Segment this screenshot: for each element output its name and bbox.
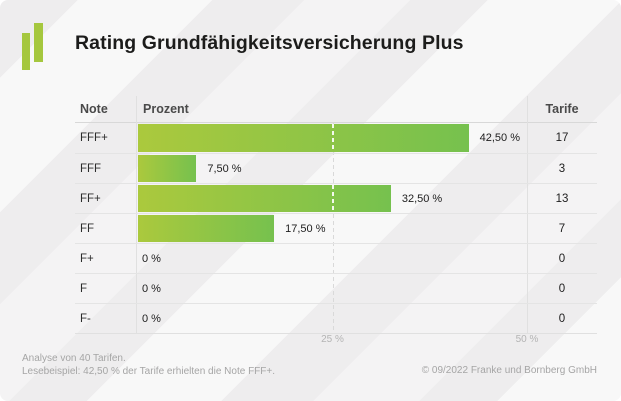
table-header-row: Note Prozent Tarife xyxy=(75,96,597,123)
bar-cell: 17,50 % xyxy=(136,214,527,243)
page-title: Rating Grundfähigkeitsversicherung Plus xyxy=(75,32,464,54)
percent-bar xyxy=(138,185,391,212)
note-label: FFF xyxy=(80,162,102,175)
percent-value-label: 7,50 % xyxy=(207,162,242,175)
column-header-tarife: Tarife xyxy=(545,102,579,116)
table-row-FF: FF 17,50 % 7 xyxy=(75,213,597,243)
percent-value-label: 32,50 % xyxy=(401,192,443,205)
bar-cell: 42,50 % xyxy=(136,123,527,153)
tarife-count: 13 xyxy=(555,192,569,205)
column-header-note: Note xyxy=(80,102,108,116)
franke-und-bornberg-logo-icon xyxy=(22,23,46,71)
logo-bar-icon xyxy=(22,33,30,70)
column-divider-note xyxy=(136,96,137,333)
rating-table: Note Prozent Tarife FFF+ 42,50 % 17 FFF 7,50… xyxy=(75,96,597,334)
footnote-line-2: Lesebeispiel: 42,50 % der Tarife erhielt… xyxy=(22,365,276,377)
bar-cell: 0 % xyxy=(136,244,527,273)
footnote: Analyse von 40 Tarifen. Lesebeispiel: 42… xyxy=(22,353,275,378)
logo-bar-icon xyxy=(34,23,43,62)
tarife-count: 0 xyxy=(558,282,566,295)
percent-bar xyxy=(138,155,197,182)
table-row-F+: F+ 0 % 0 xyxy=(75,243,597,273)
column-divider-tarife xyxy=(527,96,528,333)
note-label: F xyxy=(80,282,88,295)
percent-value-label: 0 % xyxy=(142,282,161,295)
tarife-count: 7 xyxy=(558,222,566,235)
footnote-line-1: Analyse von 40 Tarifen. xyxy=(22,353,126,364)
note-label: F- xyxy=(80,312,91,325)
x-axis: 25 % 50 % xyxy=(0,334,621,348)
bar-cell: 32,50 % xyxy=(136,184,527,213)
x-axis-tick-50: 50 % xyxy=(515,334,539,345)
tarife-count: 3 xyxy=(558,162,566,175)
note-label: FFF+ xyxy=(80,132,108,144)
percent-bar xyxy=(138,124,469,152)
table-body: FFF+ 42,50 % 17 FFF 7,50 % 3 FF+ 32,50 % 13 FF 17,… xyxy=(75,123,597,334)
gridline-25-percent-dashed-overlay xyxy=(331,185,334,212)
table-row-F: F 0 % 0 xyxy=(75,273,597,303)
column-header-prozent: Prozent xyxy=(143,102,189,116)
percent-value-label: 17,50 % xyxy=(285,222,326,235)
tarife-count: 17 xyxy=(555,132,569,144)
note-label: F+ xyxy=(80,252,94,265)
percent-value-label: 0 % xyxy=(142,252,161,265)
table-row-FFF+: FFF+ 42,50 % 17 xyxy=(75,123,597,153)
tarife-count: 0 xyxy=(558,252,566,265)
note-label: FF xyxy=(80,222,95,235)
gridline-25-percent-dashed-overlay xyxy=(331,124,334,152)
gridline-25-percent-dashed xyxy=(332,123,334,333)
table-row-FF+: FF+ 32,50 % 13 xyxy=(75,183,597,213)
tarife-count: 0 xyxy=(558,312,566,325)
table-row-FFF: FFF 7,50 % 3 xyxy=(75,153,597,183)
table-row-F-: F- 0 % 0 xyxy=(75,303,597,333)
x-axis-tick-25: 25 % xyxy=(321,334,344,345)
bar-cell: 7,50 % xyxy=(136,154,527,183)
percent-value-label: 0 % xyxy=(142,312,161,325)
bar-cell: 0 % xyxy=(136,274,527,303)
bar-cell: 0 % xyxy=(136,304,527,333)
percent-value-label: 42,50 % xyxy=(479,132,521,144)
note-label: FF+ xyxy=(80,192,101,205)
percent-bar xyxy=(138,215,275,242)
copyright-text: © 09/2022 Franke und Bornberg GmbH xyxy=(421,365,597,376)
